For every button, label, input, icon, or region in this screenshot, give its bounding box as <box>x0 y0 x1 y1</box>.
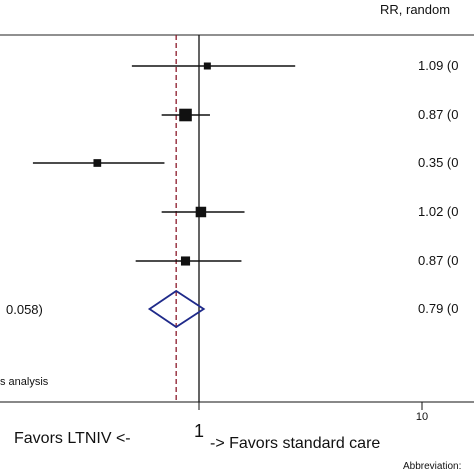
point-estimate-marker <box>179 108 192 122</box>
point-estimate-marker <box>195 206 207 218</box>
point-estimate-marker <box>180 256 191 266</box>
study-row: 1.09 (0 <box>131 58 458 73</box>
study-row: 0.87 (0 <box>135 253 458 268</box>
x-tick-label: 10 <box>416 411 428 423</box>
point-estimate-marker <box>203 62 211 70</box>
point-estimate-marker <box>93 159 102 167</box>
footnote-text: s analysis <box>0 376 49 388</box>
rr-value-label: 1.02 (0 <box>418 204 458 219</box>
favors-ltniv-label: Favors LTNIV <- <box>14 430 131 447</box>
rr-value-label: 0.35 (0 <box>418 155 458 170</box>
rr-column-title: RR, random <box>380 2 450 17</box>
study-row: 0.87 (0 <box>161 107 458 122</box>
heterogeneity-text: 0.058) <box>6 302 43 317</box>
rr-value-label: 0.87 (0 <box>418 253 458 268</box>
study-row: 0.35 (0 <box>32 155 458 170</box>
rr-value-label: 1.09 (0 <box>418 58 458 73</box>
abbreviation-text: Abbreviation: <box>403 461 461 472</box>
pooled-rr-label: 0.79 (0 <box>418 301 458 316</box>
pooled-diamond <box>147 289 206 329</box>
x-tick-label: 1 <box>194 421 204 441</box>
study-row: 1.02 (0 <box>161 204 458 219</box>
rr-value-label: 0.87 (0 <box>418 107 458 122</box>
favors-standard-care-label: -> Favors standard care <box>210 435 380 452</box>
